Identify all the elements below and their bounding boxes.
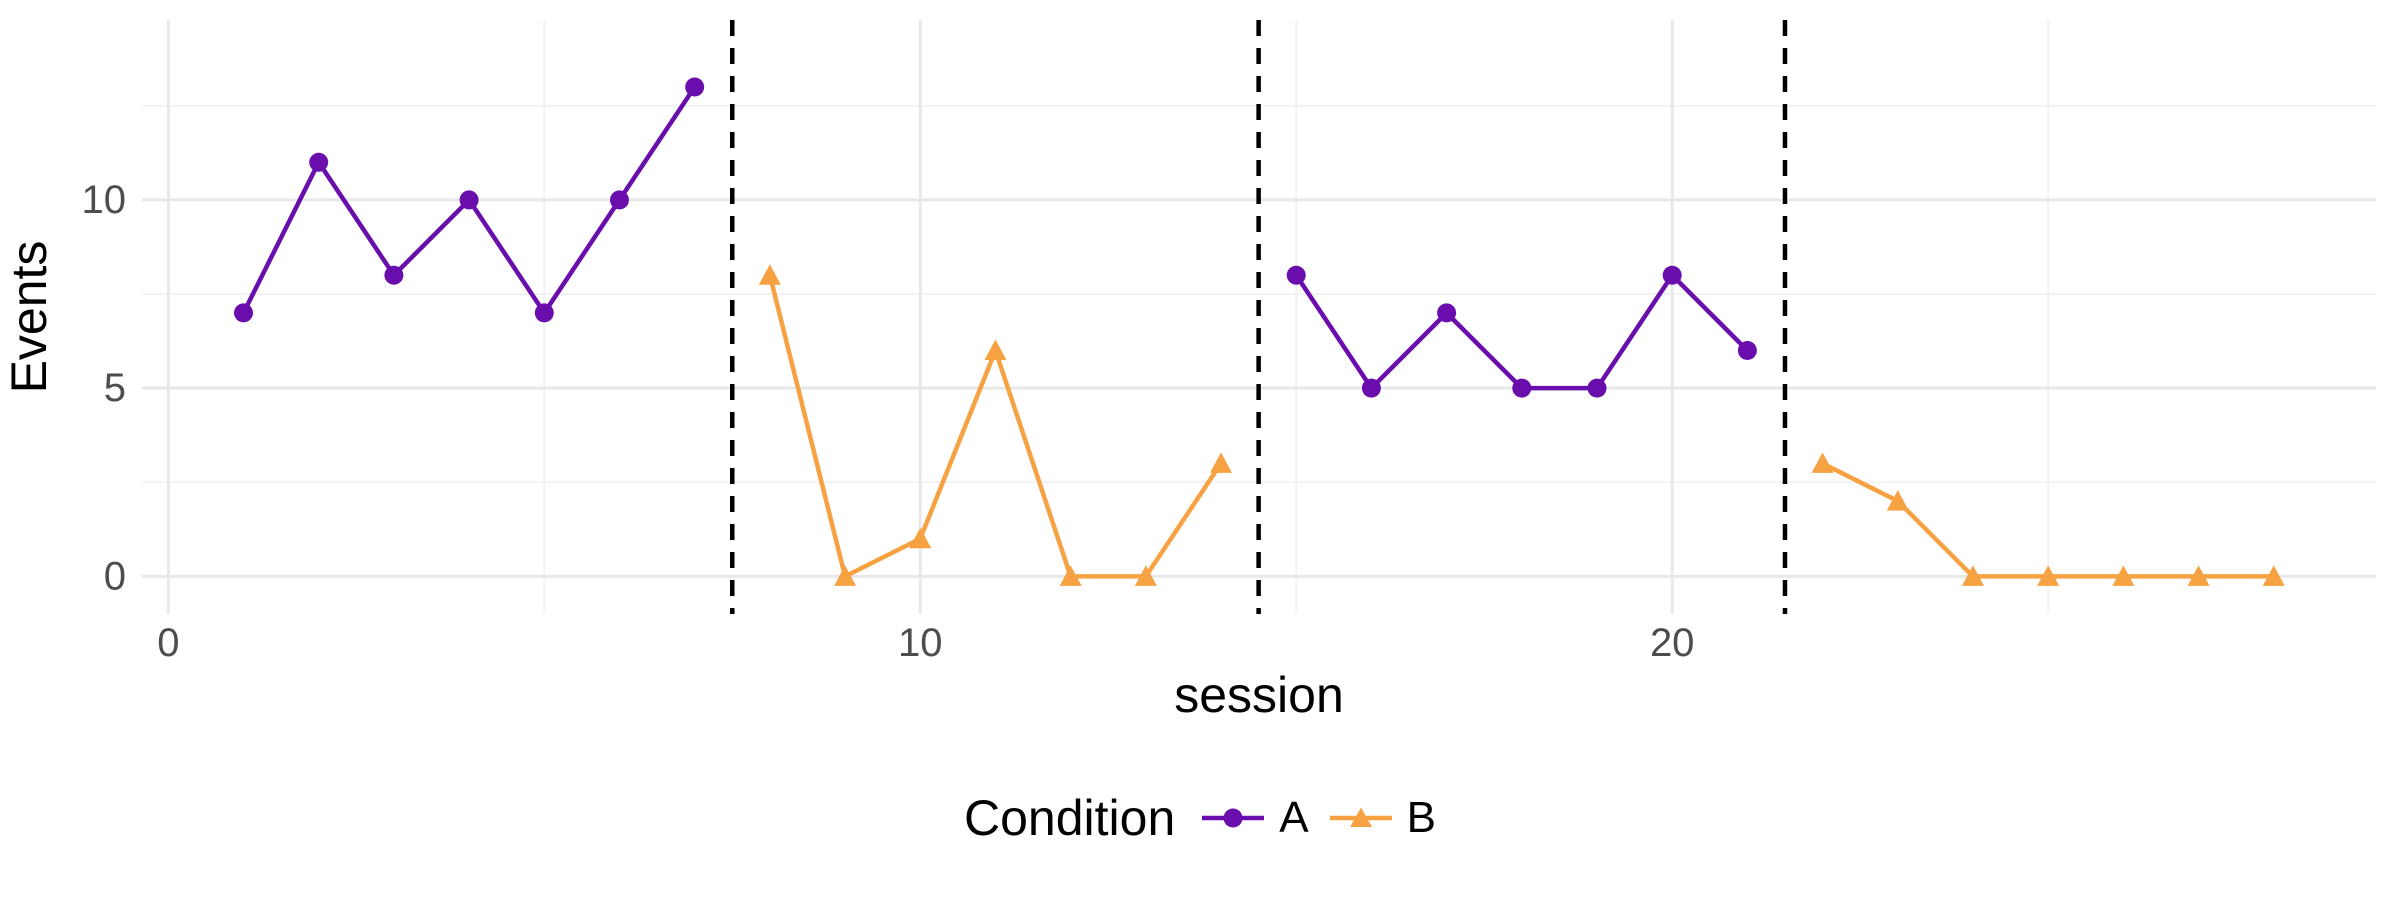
data-point-triangle [1059,565,1082,586]
data-point-circle [609,190,629,210]
series-b [758,264,2285,586]
data-point-triangle [2262,565,2285,586]
data-point-circle [1286,265,1306,285]
legend-circle-marker [1223,808,1243,828]
data-point-circle [1512,378,1532,398]
axis-tick-labels: 0 10 20 0 5 10 [82,178,1695,665]
series-line [1294,272,1749,391]
legend-key-line [1329,807,1392,827]
data-point-circle [1662,265,1682,285]
data-point-circle [384,265,404,285]
legend-item-b: B [1329,793,1436,843]
legend-item-a: A [1201,793,1309,843]
y-tick-label: 10 [82,178,127,222]
data-point-triangle [1886,490,1909,511]
data-point-triangle [834,565,857,586]
data-point-circle [1437,303,1457,323]
data-point-circle [1737,341,1757,361]
data-point-circle [685,77,705,97]
data-point-circle [1587,378,1607,398]
legend-title: Condition [964,790,1176,846]
series-b-triangle-key-icon [1329,798,1393,838]
line-chart: 0 10 20 0 5 10 session Events [1,20,2376,723]
data-point-circle [459,190,479,210]
series-line [767,274,1223,579]
phase-change-lines [730,20,1788,614]
data-point-triangle [984,339,1007,361]
series-a [234,77,1757,398]
data-point-triangle [2187,565,2210,586]
data-point-triangle [2037,565,2060,586]
y-tick-label: 5 [104,366,126,410]
data-point-triangle [909,527,932,549]
data-series-layer [234,77,2285,586]
series-a-circle-key-icon [1201,798,1265,838]
data-point-circle [534,303,554,323]
y-tick-label: 0 [104,554,126,598]
legend: Condition A B [0,786,2400,850]
data-point-triangle [758,264,781,285]
x-tick-label: 20 [1650,621,1695,665]
data-point-circle [1361,378,1381,398]
data-point-triangle [1134,565,1157,586]
data-point-triangle [1961,565,1984,586]
legend-triangle-marker [1349,807,1372,827]
data-point-triangle [1210,452,1233,473]
legend-label-a: A [1279,793,1309,842]
data-point-triangle [1811,452,1834,473]
x-tick-label: 10 [898,621,943,665]
legend-key-line [1202,808,1265,828]
data-point-circle [234,303,254,323]
data-point-triangle [2112,565,2135,586]
data-point-circle [309,152,329,172]
x-tick-label: 0 [157,621,179,665]
legend-label-b: B [1406,793,1436,842]
x-axis-title: session [1174,667,1344,723]
y-axis-title: Events [1,241,57,394]
